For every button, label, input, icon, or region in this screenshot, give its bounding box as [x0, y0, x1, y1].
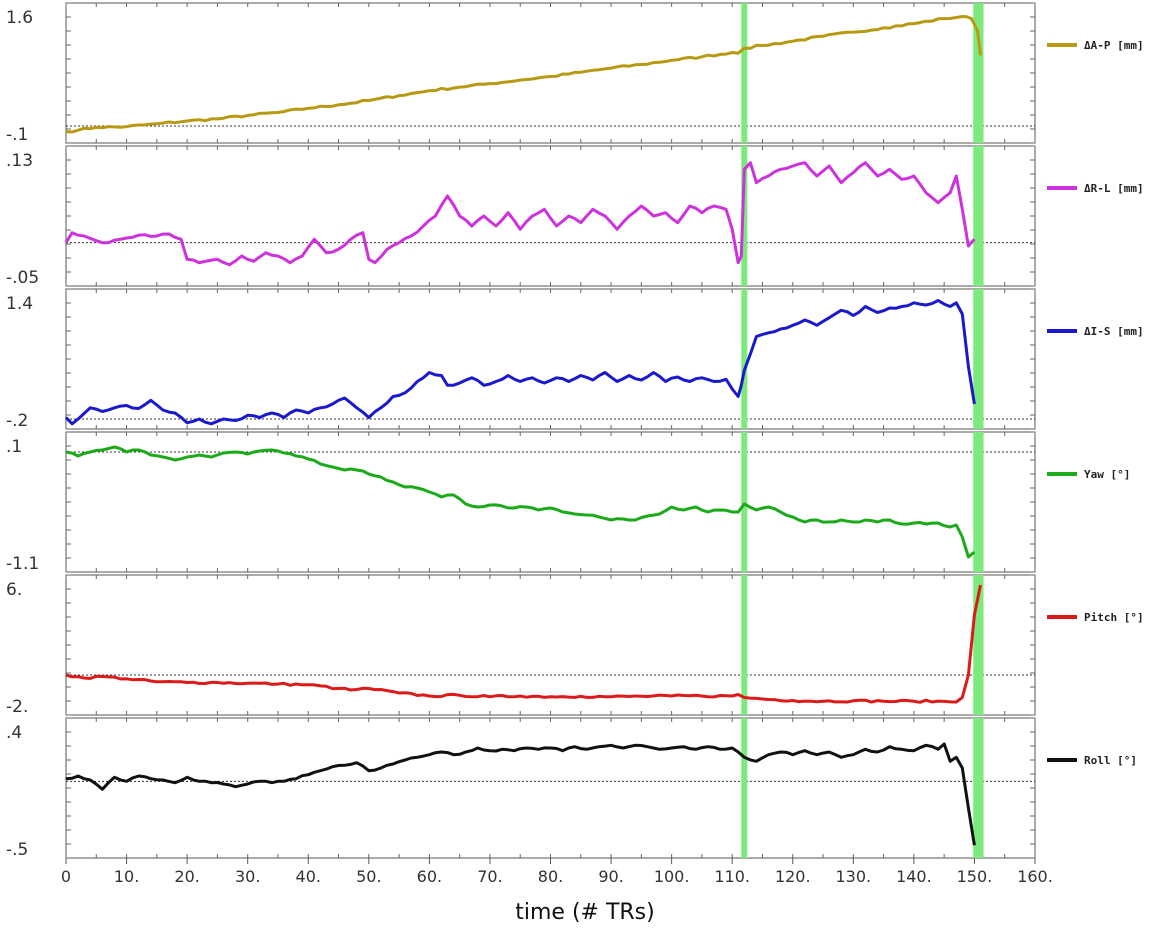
y-min-label-3: -1.1 [6, 554, 39, 574]
y-max-label-5: .4 [6, 723, 22, 743]
legend-label-0: ΔA-P [mm] [1084, 39, 1144, 52]
series-line-4 [65, 584, 982, 704]
highlight-band-0 [741, 432, 748, 572]
x-tick-label-10: 100. [654, 867, 690, 886]
x-tick-label-11: 110. [714, 867, 750, 886]
highlight-band-1 [973, 718, 984, 858]
highlight-band-0 [741, 146, 748, 286]
highlight-band-0 [741, 3, 748, 143]
series-line-1 [64, 161, 976, 267]
panel-frame-5 [65, 717, 1036, 859]
highlight-band-1 [973, 3, 984, 143]
x-tick-label-8: 80. [538, 867, 563, 886]
x-tick-label-0: 0 [61, 867, 71, 886]
legend-label-5: Roll [°] [1084, 754, 1137, 767]
y-min-label-5: -.5 [6, 840, 28, 860]
panel-frame-2 [65, 288, 1036, 430]
x-tick-label-14: 140. [896, 867, 932, 886]
x-tick-label-15: 150. [957, 867, 993, 886]
highlight-band-1 [973, 432, 984, 572]
x-tick-label-2: 20. [174, 867, 199, 886]
panel-frame-4 [65, 574, 1036, 716]
x-tick-label-6: 60. [417, 867, 442, 886]
y-max-label-3: .1 [6, 437, 22, 457]
panel-frame-0 [65, 2, 1036, 144]
series-line-3 [65, 445, 976, 559]
y-max-label-1: .13 [6, 151, 33, 171]
highlight-band-0 [741, 575, 748, 715]
highlight-band-1 [973, 289, 984, 429]
x-tick-label-16: 160. [1017, 867, 1053, 886]
x-tick-label-12: 120. [775, 867, 811, 886]
x-tick-label-1: 10. [114, 867, 139, 886]
x-tick-label-13: 130. [836, 867, 872, 886]
legend-label-4: Pitch [°] [1084, 611, 1144, 624]
x-tick-label-3: 30. [235, 867, 260, 886]
y-min-label-4: -2. [6, 697, 28, 717]
x-tick-label-5: 50. [356, 867, 381, 886]
y-min-label-0: -.1 [6, 125, 28, 145]
legend-label-3: Yaw [°] [1084, 468, 1130, 481]
highlight-band-0 [741, 289, 748, 429]
series-line-5 [65, 742, 976, 846]
highlight-band-1 [973, 146, 984, 286]
series-line-0 [65, 15, 982, 134]
panel-frame-3 [65, 431, 1036, 573]
legend-label-1: ΔR-L [mm] [1084, 182, 1144, 195]
x-tick-label-4: 40. [296, 867, 321, 886]
series-line-2 [64, 299, 976, 426]
legend-label-2: ΔI-S [mm] [1084, 325, 1144, 338]
x-tick-label-9: 90. [598, 867, 623, 886]
x-axis-label: time (# TRs) [515, 900, 655, 925]
y-max-label-0: 1.6 [6, 8, 33, 28]
x-tick-label-7: 70. [477, 867, 502, 886]
y-max-label-2: 1.4 [6, 294, 33, 314]
highlight-band-1 [973, 575, 984, 715]
y-max-label-4: 6. [6, 580, 22, 600]
highlight-band-0 [741, 718, 748, 858]
y-min-label-2: -.2 [6, 411, 28, 431]
y-min-label-1: -.05 [6, 268, 39, 288]
